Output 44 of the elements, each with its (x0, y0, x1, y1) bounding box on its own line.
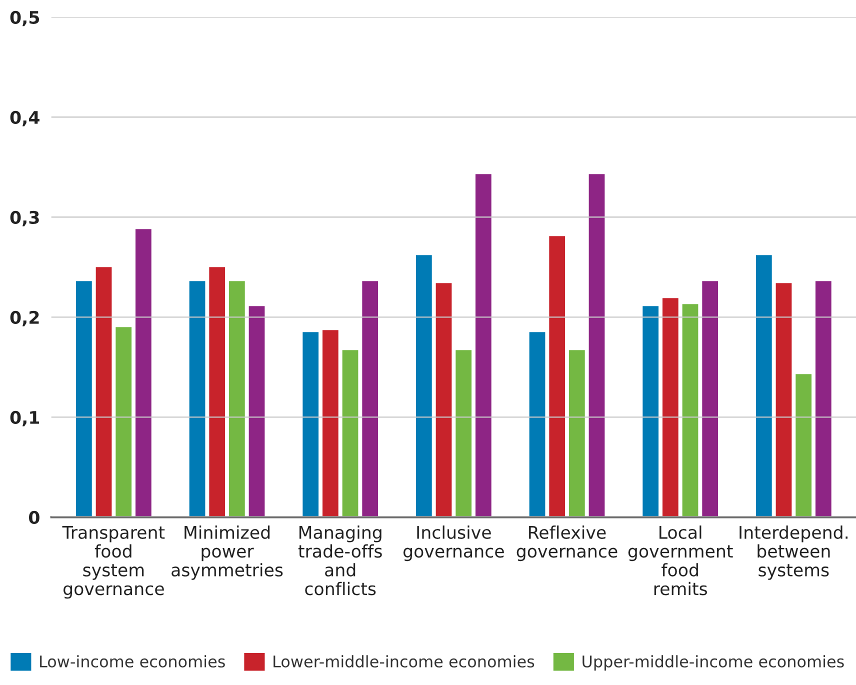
x-tick-label: Managing trade-offs and conflicts (298, 526, 382, 596)
bar (189, 281, 206, 518)
bar (662, 298, 678, 518)
bar (362, 281, 378, 518)
bar (815, 281, 832, 518)
bar (342, 350, 358, 518)
x-tick-label: Transparent food system governance (62, 526, 165, 599)
bar (229, 281, 245, 518)
y-tick-label: 0,5 (10, 10, 40, 26)
bar (116, 327, 132, 518)
bar (456, 350, 472, 518)
x-tick-label: Inclusive governance (403, 526, 504, 562)
bar (642, 306, 659, 518)
bar (756, 255, 772, 518)
y-tick-label: 0,1 (10, 410, 40, 426)
bar (568, 350, 585, 518)
bar (682, 304, 698, 518)
bar (136, 229, 152, 518)
bar (416, 255, 432, 518)
bar (776, 283, 792, 518)
x-tick-label: Interdepend. between systems (740, 526, 848, 580)
legend-label: Lower-middle-income economies (274, 655, 534, 668)
y-tick-label: 0,4 (10, 110, 40, 126)
bar (529, 332, 546, 518)
bar (475, 174, 492, 518)
x-tick-label: Minimized power asymmetries (172, 526, 283, 580)
bar (436, 283, 452, 518)
y-tick-label: 0,2 (10, 310, 39, 326)
y-tick-label: 0,3 (10, 210, 39, 226)
legend-label: Low-income economies (40, 655, 225, 668)
x-tick-label: Local government food remits (628, 526, 733, 596)
bar (96, 267, 112, 518)
bar (549, 236, 566, 518)
bar (248, 306, 265, 518)
bar (302, 332, 319, 518)
bar (322, 330, 338, 518)
y-tick-label: 0 (29, 510, 40, 524)
bar (702, 281, 718, 518)
legend-label: Upper-middle-income economies (582, 655, 844, 671)
bar (209, 267, 226, 518)
x-tick-label: Reflexive governance (516, 526, 618, 562)
bar (588, 174, 605, 518)
bar (796, 374, 812, 518)
bar (76, 281, 92, 518)
